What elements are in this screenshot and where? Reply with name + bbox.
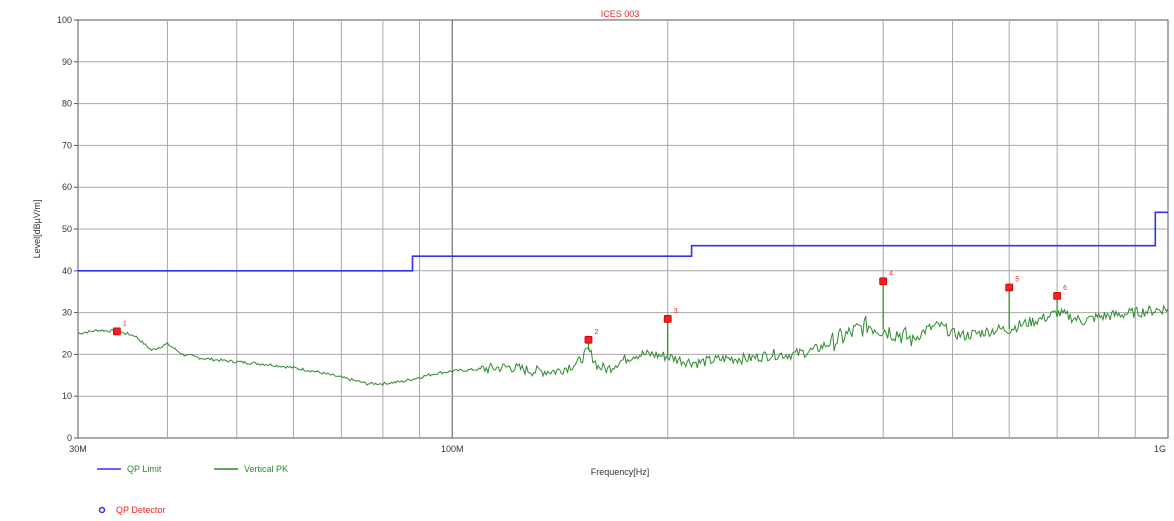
series-line-vertical-pk <box>77 304 1169 386</box>
qp-detector-marker-label: 1 <box>123 320 127 327</box>
qp-detector-marker <box>1053 291 1062 300</box>
qp-detector-marker-label: 5 <box>1015 277 1019 284</box>
y-axis-label: Level[dBμV/m] <box>32 200 42 259</box>
x-tick-label: 1G <box>1154 444 1166 454</box>
legend: QP Limit Vertical PK QP Detector <box>97 464 288 515</box>
y-tick-label: 10 <box>62 391 72 401</box>
legend-label-vertical-pk: Vertical PK <box>244 464 288 474</box>
y-tick-label: 40 <box>62 266 72 276</box>
qp-detector-marker <box>663 314 672 323</box>
y-tick-label: 50 <box>62 224 72 234</box>
qp-detector-marker <box>879 277 888 286</box>
legend-label-qp-limit: QP Limit <box>127 464 162 474</box>
qp-detector-marker-label: 3 <box>674 308 678 315</box>
y-tick-label: 90 <box>62 57 72 67</box>
y-tick-label: 0 <box>67 433 72 443</box>
y-tick-label: 60 <box>62 182 72 192</box>
x-tick-labels: 30M 100M 1G <box>69 444 1166 454</box>
x-tick-label: 30M <box>69 444 87 454</box>
qp-detector-marker-label: 6 <box>1063 285 1067 292</box>
chart-title: ICES 003 <box>601 9 640 19</box>
y-tick-label: 80 <box>62 99 72 109</box>
qp-detector-marker <box>113 327 121 336</box>
x-tick-label: 100M <box>441 444 464 454</box>
series-line-qp-limit <box>78 211 1168 272</box>
y-tick-label: 30 <box>62 308 72 318</box>
y-tick-labels: 0 10 20 30 40 50 60 70 80 90 100 <box>57 15 78 443</box>
qp-detector-marker-label: 4 <box>889 270 893 277</box>
x-axis-label: Frequency[Hz] <box>591 467 650 477</box>
qp-detector-marker <box>1005 283 1014 292</box>
series-layer <box>77 211 1169 386</box>
grid-lines <box>78 20 1168 438</box>
y-tick-label: 70 <box>62 140 72 150</box>
legend-label-qp-detector: QP Detector <box>116 505 165 515</box>
y-tick-label: 100 <box>57 15 72 25</box>
marker-layer: 1 2 3 4 5 6 <box>113 270 1067 344</box>
qp-detector-marker-label: 2 <box>594 329 598 336</box>
legend-swatch-qp-detector <box>98 506 106 514</box>
qp-detector-marker <box>584 335 593 344</box>
y-tick-label: 20 <box>62 349 72 359</box>
